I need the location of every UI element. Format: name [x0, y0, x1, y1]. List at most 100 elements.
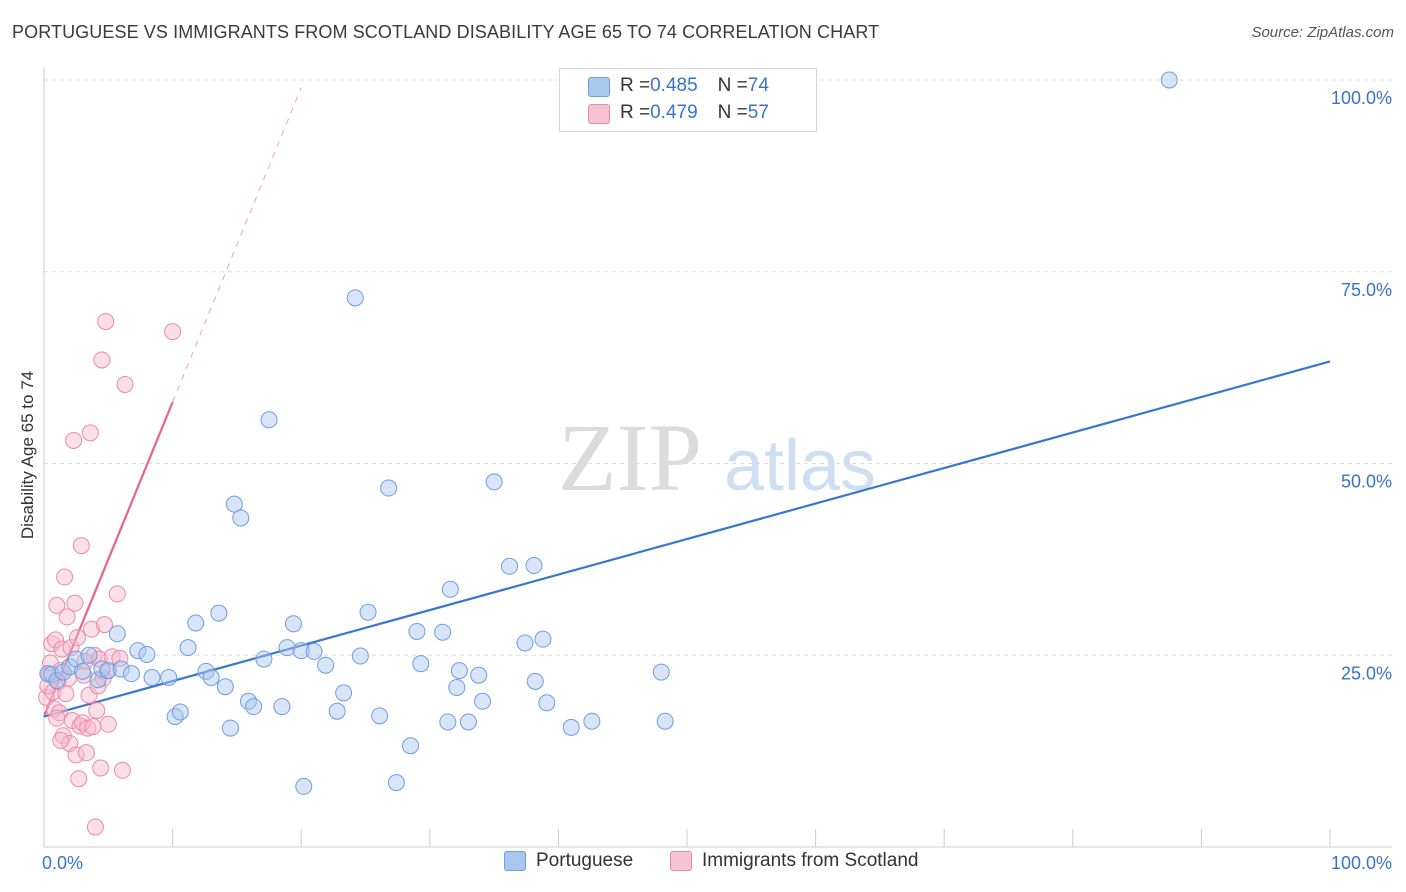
point-immigrants-from-scotland [70, 770, 88, 788]
legend-swatch-portuguese [504, 851, 526, 871]
point-immigrants-from-scotland [74, 714, 92, 732]
point-immigrants-from-scotland [52, 731, 70, 749]
point-portuguese [225, 495, 243, 513]
point-portuguese [474, 692, 492, 710]
point-portuguese [408, 622, 426, 640]
point-immigrants-from-scotland [80, 686, 98, 704]
point-portuguese [346, 289, 364, 307]
point-portuguese [525, 557, 543, 575]
point-portuguese [239, 692, 257, 710]
legend-row-portuguese: R = 0.485 N = 74 [620, 74, 769, 98]
point-immigrants-from-scotland [83, 620, 101, 638]
point-immigrants-from-scotland [72, 537, 90, 555]
point-immigrants-from-scotland [53, 640, 71, 658]
legend-n-value: 57 [747, 102, 769, 123]
point-portuguese [459, 713, 477, 731]
point-portuguese [526, 672, 544, 690]
point-portuguese [305, 642, 323, 660]
point-portuguese [439, 713, 457, 731]
point-portuguese [187, 614, 205, 632]
point-portuguese [516, 634, 534, 652]
point-immigrants-from-scotland [97, 313, 115, 331]
point-portuguese [245, 698, 263, 716]
point-portuguese [656, 712, 674, 730]
point-immigrants-from-scotland [108, 585, 126, 603]
point-portuguese [1160, 71, 1178, 89]
y-tick-label: 100.0% [1331, 88, 1392, 108]
legend-stats: R = 0.485 N = 74 R = 0.479 N = 57 [559, 68, 817, 132]
point-immigrants-from-scotland [48, 709, 66, 727]
point-immigrants-from-scotland [68, 629, 86, 647]
point-portuguese [412, 655, 430, 673]
legend-label-scotland: Immigrants from Scotland [702, 850, 919, 871]
point-portuguese [210, 604, 228, 622]
point-immigrants-from-scotland [99, 715, 117, 733]
point-portuguese [387, 774, 405, 792]
x-tick-label: 100.0% [1331, 853, 1392, 873]
watermark-atlas: atlas [724, 426, 876, 506]
legend-row-scotland: R = 0.479 N = 57 [620, 101, 769, 125]
point-portuguese [562, 718, 580, 736]
point-portuguese [359, 603, 377, 621]
point-portuguese [284, 615, 302, 633]
point-immigrants-from-scotland [81, 424, 99, 442]
trend-lines [42, 87, 1331, 718]
point-immigrants-from-scotland [92, 759, 110, 777]
point-portuguese [273, 698, 291, 716]
point-portuguese [48, 672, 66, 690]
point-portuguese [583, 712, 601, 730]
legend-n-value: 74 [747, 75, 769, 96]
legend-swatch-scotland [670, 851, 692, 871]
point-portuguese [295, 777, 313, 795]
legend-r-value: 0.479 [650, 102, 698, 123]
point-immigrants-from-scotland [95, 616, 113, 634]
point-immigrants-from-scotland [88, 701, 106, 719]
point-portuguese [351, 647, 369, 665]
legend-item-portuguese[interactable]: Portuguese [504, 850, 633, 872]
legend-swatch-blue [588, 77, 610, 97]
point-portuguese [255, 650, 273, 668]
point-portuguese [143, 668, 161, 686]
point-immigrants-from-scotland [113, 761, 131, 779]
point-immigrants-from-scotland [111, 649, 129, 667]
data-points [38, 71, 1178, 836]
point-portuguese [380, 479, 398, 497]
point-portuguese [260, 411, 278, 429]
point-immigrants-from-scotland [93, 351, 111, 369]
x-tick-label: 0.0% [42, 853, 83, 873]
point-portuguese [485, 473, 503, 491]
point-portuguese [138, 645, 156, 663]
point-portuguese [292, 642, 310, 660]
legend-r-label: R = [620, 75, 651, 96]
point-immigrants-from-scotland [58, 608, 76, 626]
point-portuguese [122, 665, 140, 683]
point-immigrants-from-scotland [65, 431, 83, 449]
legend-item-scotland[interactable]: Immigrants from Scotland [670, 850, 918, 872]
trend-line-portuguese [43, 360, 1331, 718]
point-portuguese [99, 662, 117, 680]
watermark-zip: ZIP [558, 404, 702, 511]
legend-n-label: N = [717, 75, 748, 96]
point-portuguese [534, 630, 552, 648]
point-portuguese [221, 719, 239, 737]
point-immigrants-from-scotland [48, 596, 66, 614]
point-portuguese [448, 678, 466, 696]
point-immigrants-from-scotland [86, 818, 104, 836]
point-portuguese [441, 580, 459, 598]
point-portuguese [129, 642, 147, 660]
point-portuguese [160, 668, 178, 686]
y-axis-label: Disability Age 65 to 74 [18, 370, 37, 540]
point-immigrants-from-scotland [164, 323, 182, 341]
point-portuguese [335, 684, 353, 702]
point-portuguese [317, 656, 335, 674]
point-portuguese [538, 694, 556, 712]
point-portuguese [470, 666, 488, 684]
point-portuguese [328, 702, 346, 720]
point-portuguese [166, 708, 184, 726]
point-portuguese [74, 662, 92, 680]
legend-r-value: 0.485 [650, 75, 698, 96]
point-portuguese [216, 678, 234, 696]
trend-line-scotland-extension [172, 87, 302, 403]
source-label: Source: ZipAtlas.com [1251, 24, 1394, 41]
